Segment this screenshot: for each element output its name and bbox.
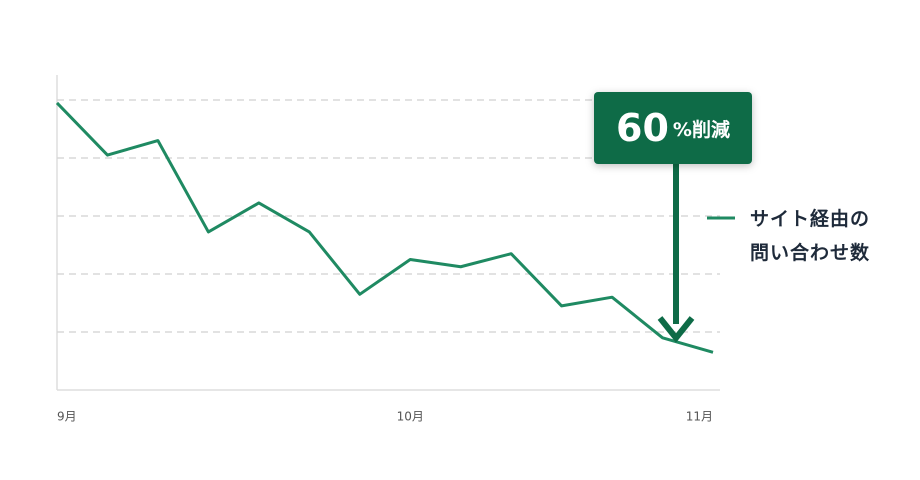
x-tick-label: 10月 [397, 410, 424, 424]
x-tick-label: 11月 [686, 410, 713, 424]
line-series [55, 101, 714, 354]
annotation-suffix: %削減 [673, 118, 730, 141]
annotation-number: 60 [616, 106, 669, 150]
x-tick-label: 9月 [57, 410, 77, 424]
annotation-arrowhead [657, 316, 695, 343]
legend-label: サイト経由の問い合わせ数 [750, 208, 871, 264]
annotation-box [594, 92, 752, 164]
annotation-text: 60 %削減 [616, 106, 730, 150]
